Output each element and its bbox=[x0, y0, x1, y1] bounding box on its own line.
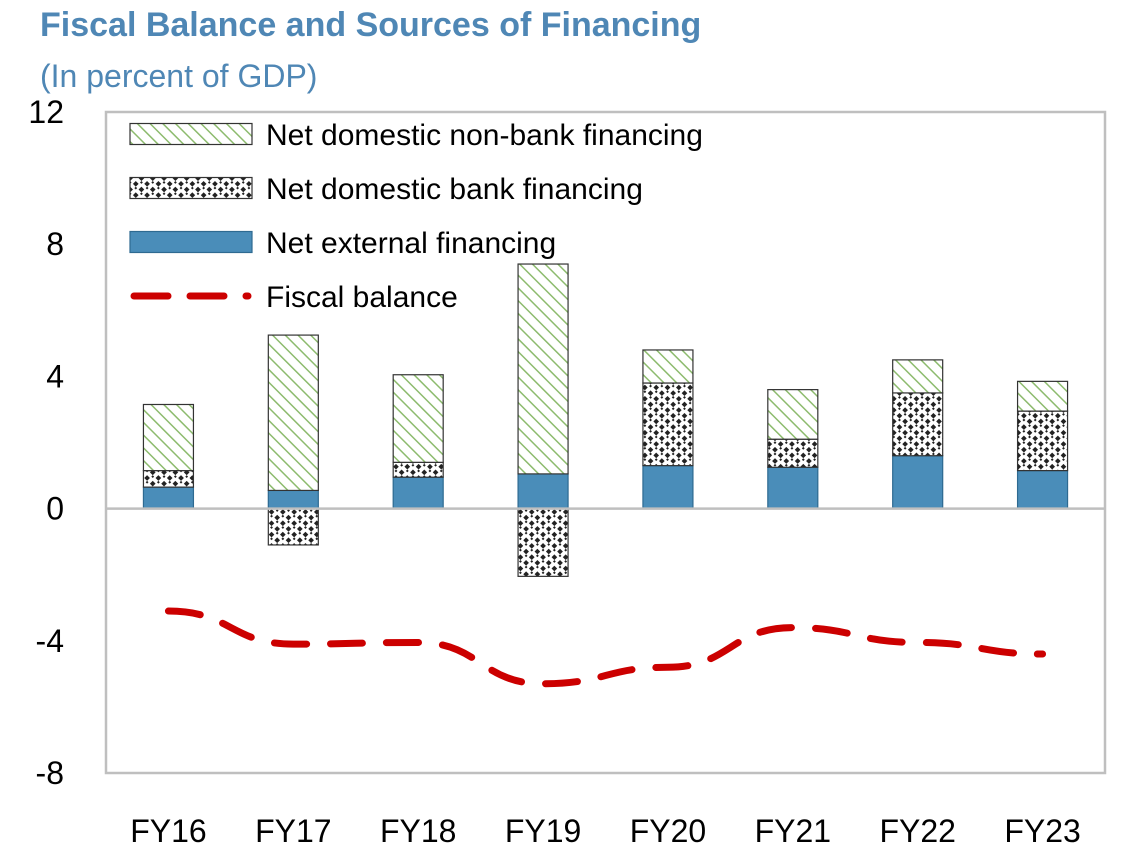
y-tick-label: 0 bbox=[46, 491, 64, 527]
nonbank-financing-bar bbox=[392, 374, 444, 463]
external-financing-bar bbox=[267, 489, 319, 510]
x-tick-label: FY17 bbox=[255, 813, 331, 849]
x-tick-label: FY19 bbox=[505, 813, 581, 849]
legend-swatch-nonbank bbox=[129, 122, 253, 146]
fiscal-balance-series bbox=[164, 607, 1047, 688]
chart-subtitle: (In percent of GDP) bbox=[40, 58, 318, 94]
external-financing-bar bbox=[892, 455, 944, 510]
y-tick-label: 12 bbox=[28, 94, 64, 130]
nonbank-financing-bar bbox=[517, 263, 569, 475]
legend: Net domestic non-bank financing Net domes… bbox=[129, 119, 703, 314]
legend-swatch-bank bbox=[129, 176, 253, 200]
nonbank-financing-bar bbox=[267, 334, 319, 492]
bank-financing-bar bbox=[267, 508, 319, 546]
legend-label: Net domestic non-bank financing bbox=[266, 119, 703, 152]
nonbank-financing-bar bbox=[767, 389, 819, 440]
bar-series bbox=[142, 263, 1069, 577]
bank-financing-bar bbox=[517, 508, 569, 577]
external-financing-bar bbox=[1016, 469, 1069, 510]
external-financing-bar bbox=[392, 476, 444, 510]
bank-financing-bar bbox=[142, 469, 195, 488]
external-financing-bar bbox=[517, 473, 569, 510]
y-tick-label: 4 bbox=[46, 358, 64, 394]
nonbank-financing-bar bbox=[892, 359, 944, 394]
x-tick-label: FY16 bbox=[130, 813, 206, 849]
bank-financing-bar bbox=[392, 461, 444, 478]
external-financing-bar bbox=[767, 466, 819, 510]
bank-financing-bar bbox=[642, 382, 694, 467]
legend-label: Net domestic bank financing bbox=[266, 173, 643, 206]
y-tick-label: 8 bbox=[46, 226, 64, 262]
x-tick-label: FY23 bbox=[1004, 813, 1080, 849]
bank-financing-bar bbox=[892, 392, 944, 457]
chart-title: Fiscal Balance and Sources of Financing bbox=[40, 6, 702, 44]
y-tick-label: -4 bbox=[36, 623, 64, 659]
y-tick-label: -8 bbox=[36, 755, 64, 791]
bank-financing-bar bbox=[1016, 410, 1069, 472]
legend-label: Fiscal balance bbox=[266, 281, 458, 314]
bank-financing-bar bbox=[767, 438, 819, 468]
nonbank-financing-bar bbox=[142, 403, 195, 472]
x-tick-label: FY20 bbox=[630, 813, 706, 849]
external-financing-bar bbox=[642, 465, 694, 510]
x-tick-label: FY21 bbox=[755, 813, 831, 849]
fiscal-balance-line bbox=[164, 607, 1047, 688]
nonbank-financing-bar bbox=[1016, 380, 1069, 412]
y-axis: 12 8 4 0 -4 -8 bbox=[28, 94, 64, 791]
legend-swatch-external bbox=[129, 230, 253, 254]
x-axis: FY16 FY17 FY18 FY19 FY20 FY21 FY22 FY23 bbox=[130, 813, 1081, 849]
nonbank-financing-bar bbox=[642, 349, 694, 384]
x-tick-label: FY18 bbox=[380, 813, 456, 849]
legend-label: Net external financing bbox=[266, 227, 556, 260]
plot-area bbox=[104, 110, 1107, 775]
x-tick-label: FY22 bbox=[879, 813, 955, 849]
external-financing-bar bbox=[142, 486, 195, 510]
